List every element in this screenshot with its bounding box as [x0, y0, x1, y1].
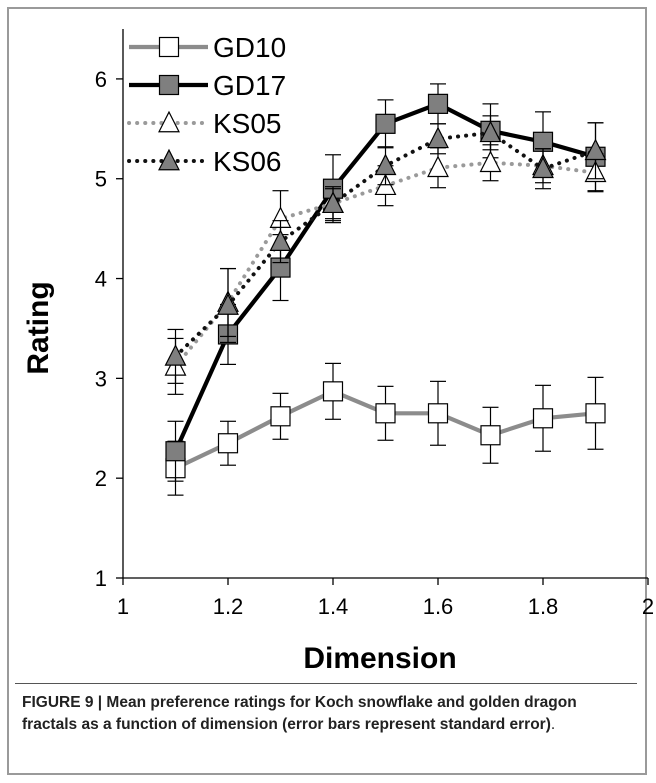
- data-point-ks06: [164, 344, 187, 366]
- x-axis-label: Dimension: [303, 642, 456, 675]
- caption-divider: [15, 683, 637, 684]
- chart-legend: GD10 GD17 KS05 KS06: [127, 32, 286, 177]
- caption-label: FIGURE 9 | Mean preference ratings for K…: [22, 694, 577, 733]
- chart-axes: 1 2 3 4 5 6 1 1.2 1.4 1.6 1.8 2: [95, 29, 654, 619]
- y-tick-label: 3: [95, 366, 107, 391]
- legend-marker-gd10: [158, 36, 180, 58]
- data-point-ks06: [532, 156, 554, 179]
- data-point-ks05: [427, 155, 449, 178]
- legend-label-gd10: GD10: [213, 32, 286, 63]
- data-point-ks06: [479, 120, 502, 143]
- data-point-ks06: [427, 126, 449, 149]
- y-tick-label: 6: [95, 67, 107, 92]
- data-point-ks06: [322, 191, 344, 214]
- data-point-ks06: [584, 138, 607, 161]
- y-tick-label: 5: [95, 167, 107, 192]
- data-point-gd10: [217, 433, 239, 454]
- data-point-gd10: [480, 425, 501, 446]
- data-point-ks06: [217, 293, 239, 315]
- data-point-ks06: [269, 229, 292, 251]
- figure-caption: FIGURE 9 | Mean preference ratings for K…: [22, 692, 612, 736]
- x-tick-label: 1.4: [318, 594, 349, 619]
- legend-marker-ks06: [158, 148, 180, 171]
- data-point-gd17: [427, 93, 449, 114]
- data-point-ks05: [479, 150, 502, 173]
- y-axis-label: Rating: [22, 281, 55, 374]
- legend-item-ks06: KS06: [127, 146, 282, 177]
- data-point-gd10: [322, 381, 344, 402]
- line-chart: 1 2 3 4 5 6 1 1.2 1.4 1.6 1.8 2 GD10 GD17 KS05 KS06 Di…: [22, 29, 654, 675]
- series-gd10: [165, 362, 606, 496]
- x-tick-label: 1.2: [213, 594, 244, 619]
- legend-label-gd17: GD17: [213, 70, 286, 101]
- caption-end: .: [550, 716, 556, 733]
- y-tick-label: 2: [95, 466, 107, 491]
- data-point-gd17: [375, 113, 396, 134]
- legend-marker-gd17: [158, 74, 180, 96]
- data-point-ks06: [374, 153, 397, 176]
- x-tick-label: 1.8: [528, 594, 559, 619]
- x-tick-label: 1: [117, 594, 129, 619]
- x-tick-label: 1.6: [423, 594, 454, 619]
- data-point-gd10: [585, 403, 606, 424]
- data-point-gd10: [270, 406, 291, 427]
- legend-item-gd10: GD10: [129, 32, 286, 63]
- legend-item-gd17: GD17: [129, 70, 286, 101]
- legend-item-ks05: KS05: [127, 108, 282, 139]
- data-point-gd10: [532, 408, 554, 429]
- chart-series: [164, 83, 607, 496]
- legend-marker-ks05: [158, 110, 180, 133]
- data-point-gd10: [427, 403, 449, 424]
- data-point-gd10: [375, 403, 396, 424]
- series-ks06: [164, 115, 607, 384]
- legend-label-ks05: KS05: [213, 108, 282, 139]
- legend-label-ks06: KS06: [213, 146, 282, 177]
- x-tick-label: 2: [642, 594, 654, 619]
- y-tick-label: 1: [95, 566, 107, 591]
- y-tick-label: 4: [95, 267, 107, 292]
- data-point-gd17: [165, 441, 186, 462]
